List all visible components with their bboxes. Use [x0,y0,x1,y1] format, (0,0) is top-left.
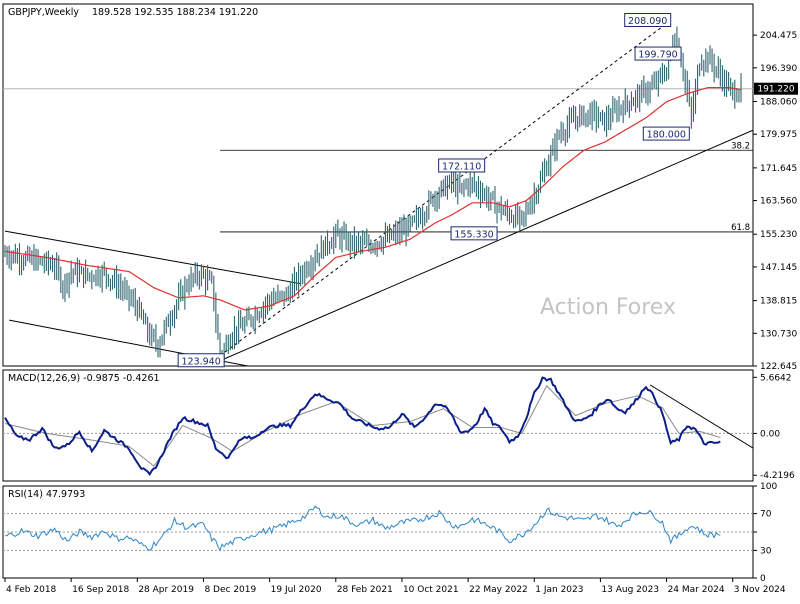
price-y-tick-label: 155.230 [760,230,797,240]
price-plot: 38.2 61.8 [3,20,753,366]
macd-y-axis: 5.6642 0.00 -4.2196 [753,373,795,481]
price-y-tick-label: 196.390 [760,64,797,74]
fib-level-label: 61.8 [731,223,750,233]
price-callout-box [642,126,690,141]
macd-panel-frame [2,369,754,482]
price-y-tick-label: 188.060 [760,97,797,107]
price-callout-box [177,353,225,368]
macd-y-tick-label: -4.2196 [760,471,795,481]
x-tick-label: 28 Apr 2019 [138,585,194,595]
ohlc-readout: 189.528 192.535 188.234 191.220 [92,7,258,18]
price-bars [4,26,742,365]
price-callout: 155.330 [450,226,498,241]
price-callout-label: 123.940 [181,356,220,367]
fib-level-label: 38.2 [731,141,750,151]
rsi-y-tick-label: 100 [760,482,777,492]
price-callout-box [624,12,672,27]
rsi-plot [3,505,753,552]
price-callout: 208.090 [624,12,672,27]
macd-line [4,376,721,476]
rsi-y-tick-label: 70 [760,510,772,520]
price-callout-label: 208.090 [628,16,667,27]
x-tick-label: 1 Jan 2023 [535,585,583,595]
price-y-tick-label: 171.645 [760,164,797,174]
price-y-tick-label: 122.645 [760,362,797,372]
macd-y-tick-label: 0.00 [760,429,780,439]
price-callout-box [634,46,682,61]
price-y-tick-label: 204.475 [760,31,797,41]
price-panel-frame [2,3,754,367]
x-tick-label: 19 Jul 2020 [271,585,322,595]
price-callout-label: 180.000 [647,130,686,141]
x-tick-label: 8 Dec 2019 [204,585,256,595]
last-price-tag: 191.220 [754,82,798,95]
x-tick-label: 24 Mar 2024 [668,585,725,595]
rsi-y-axis: 100 70 30 0 [753,482,777,584]
trendline [219,129,753,362]
price-callout-box [450,226,498,241]
x-tick-label: 28 Feb 2021 [337,585,393,595]
rsi-y-tick-label: 30 [760,546,772,556]
price-y-tick-label: 130.730 [760,329,797,339]
price-callout: 199.790 [634,46,682,61]
price-callout-label: 155.330 [454,229,493,240]
x-tick-label: 10 Oct 2021 [403,585,459,595]
rsi-title: RSI(14) 47.9793 [8,489,85,500]
price-y-tick-label: 147.145 [760,263,797,273]
price-y-axis: 204.475 196.390 188.060 179.975 171.645 163.5… [753,31,797,372]
trendline [4,230,301,285]
rsi-y-tick-label: 0 [760,574,766,584]
moving-average-line [4,87,742,311]
x-tick-label: 4 Feb 2018 [6,585,57,595]
rsi-line [4,505,721,552]
macd-title: MACD(12,26,9) -0.9875 -0.4261 [8,373,160,384]
price-callout: 123.940 [177,353,225,368]
watermark: Action Forex [540,295,676,320]
x-tick-label: 22 May 2022 [469,585,528,595]
macd-trendline [649,384,753,449]
macd-y-tick-label: 5.6642 [760,373,792,383]
price-callout-label: 199.790 [638,50,677,61]
annotation-labels: 208.090 199.790 180.000 172.110 155.330 123.9… [177,12,690,368]
x-tick-label: 3 Nov 2024 [734,585,786,595]
price-callout-label: 172.110 [442,161,481,172]
price-y-tick-label: 179.975 [760,130,797,140]
x-tick-label: 13 Aug 2023 [601,585,659,595]
price-chart-title: GBPJPY,Weekly [8,7,79,18]
price-y-tick-label: 163.560 [760,197,797,207]
price-y-tick-label: 138.815 [760,297,797,307]
x-axis: 4 Feb 2018 16 Sep 2018 28 Apr 2019 8 Dec 20… [4,578,786,595]
channel-dashed-line [219,20,672,357]
x-tick-label: 16 Sep 2018 [72,585,129,595]
last-price-label: 191.220 [757,85,794,95]
price-callout: 172.110 [438,158,486,173]
macd-plot [3,376,753,476]
price-callout: 180.000 [642,126,690,141]
price-callout-box [438,158,486,173]
